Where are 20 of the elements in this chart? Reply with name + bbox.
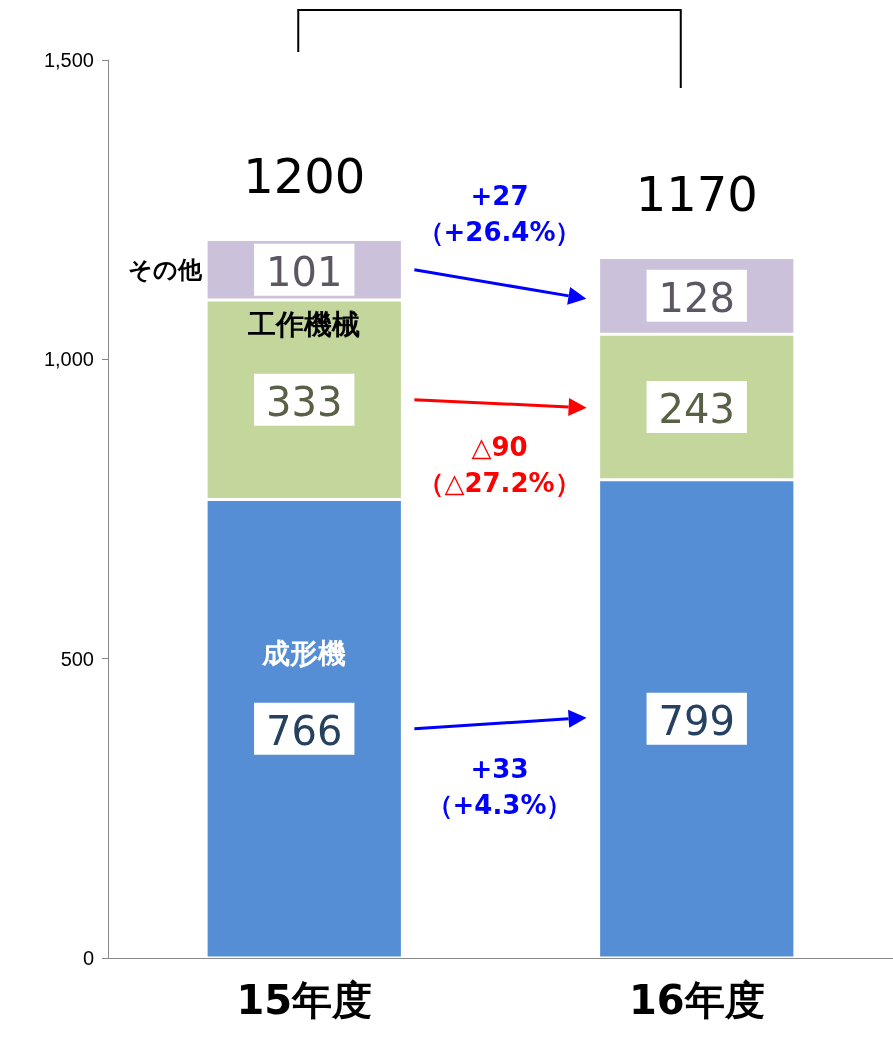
y-tick-label: 1,500 [43,49,94,71]
total-label: 1200 [243,147,366,204]
y-tick-label: 1,000 [43,348,94,371]
series-label: 工作機械 [247,308,361,342]
annotation: +33 （+4.3%） [426,753,573,820]
data-label: 333 [266,378,343,425]
data-label: 128 [658,274,735,321]
y-tick-label: 0 [82,947,94,969]
x-tick-label: 16年度 [628,977,765,1023]
series-label: 成形機 [261,637,347,671]
series-label: その他 [128,255,204,284]
annotation: △90 （△27.2%） [418,431,581,498]
total-label: 1170 [635,165,758,222]
y-tick-label: 500 [60,647,94,670]
data-label: 766 [266,707,343,754]
x-tick-label: 15年度 [236,977,373,1023]
data-label: 799 [658,697,735,744]
data-label: 101 [266,248,343,295]
data-label: 243 [658,385,735,432]
annotation: +27 （+26.4%） [417,180,582,247]
